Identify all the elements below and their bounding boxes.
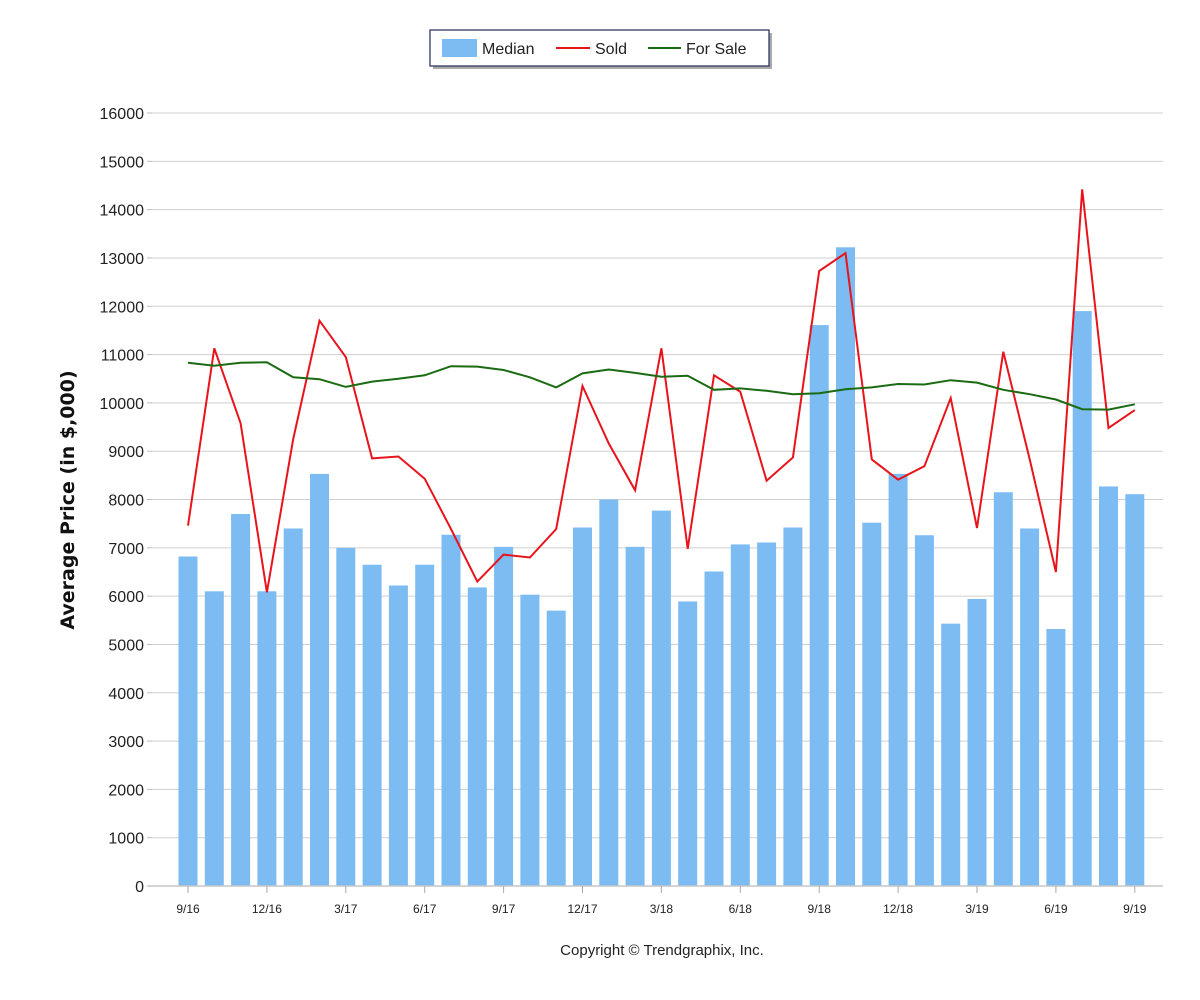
median-bars	[178, 247, 1145, 887]
median-bar	[757, 542, 777, 886]
median-bar	[1072, 311, 1092, 886]
y-tick-label: 9000	[108, 444, 144, 461]
median-bar	[914, 535, 934, 886]
x-tick-label: 3/17	[334, 902, 358, 916]
y-tick-label: 0	[135, 879, 144, 896]
x-axis-ticks: 9/16 12/16 3/17 6/17 9/17 12/17 3/18 6/18 9/18 12…	[176, 886, 1147, 916]
y-tick-label: 6000	[108, 589, 144, 606]
median-bar	[362, 564, 382, 886]
legend: Median Sold For Sale	[429, 29, 772, 69]
y-tick-label: 7000	[108, 541, 144, 558]
y-tick-label: 5000	[108, 637, 144, 654]
median-bar	[204, 591, 224, 886]
sold-line	[187, 189, 1136, 593]
y-tick-label: 2000	[108, 782, 144, 799]
x-tick-label: 6/19	[1044, 902, 1068, 916]
median-bar	[283, 528, 303, 886]
median-bar	[730, 544, 750, 886]
legend-swatch-median	[442, 39, 477, 57]
median-bar	[494, 546, 514, 886]
y-tick-label: 3000	[108, 734, 144, 751]
median-bar	[1125, 494, 1145, 886]
legend-label-sold: Sold	[595, 41, 627, 58]
x-tick-label: 12/18	[883, 902, 913, 916]
median-bar	[599, 499, 619, 886]
for-sale-line	[187, 361, 1135, 411]
copyright-text: Copyright © Trendgraphix, Inc.	[560, 942, 764, 959]
y-tick-label: 16000	[100, 106, 145, 123]
y-tick-label: 8000	[108, 493, 144, 510]
x-tick-label: 3/19	[965, 902, 989, 916]
median-bar	[546, 610, 566, 886]
x-tick-label: 6/18	[729, 902, 753, 916]
median-bar	[941, 623, 961, 886]
y-tick-label: 14000	[100, 203, 145, 220]
median-bar	[967, 599, 987, 886]
median-bar	[809, 325, 829, 886]
median-bar	[310, 473, 329, 886]
median-bar	[388, 585, 408, 886]
median-bar	[651, 510, 671, 886]
median-bar	[836, 247, 855, 887]
median-bar	[704, 571, 724, 886]
y-tick-label: 12000	[100, 299, 145, 316]
median-bar	[441, 534, 461, 886]
y-tick-label: 15000	[100, 154, 145, 171]
x-tick-label: 12/17	[567, 902, 597, 916]
legend-box	[429, 29, 770, 67]
median-bar	[993, 492, 1013, 886]
y-axis-label: Average Price (in $,000)	[57, 370, 79, 629]
median-bar	[231, 513, 251, 886]
median-bar	[862, 522, 882, 886]
series-lines	[187, 189, 1136, 593]
median-bar	[415, 564, 435, 886]
median-bar	[625, 546, 645, 886]
x-tick-label: 9/16	[176, 902, 200, 916]
legend-label-median: Median	[482, 41, 534, 58]
y-tick-label: 4000	[108, 686, 144, 703]
median-bar	[783, 527, 803, 886]
y-tick-label: 10000	[100, 396, 145, 413]
legend-label-for-sale: For Sale	[686, 41, 747, 58]
x-tick-label: 3/18	[650, 902, 674, 916]
median-bar	[1046, 628, 1066, 886]
x-tick-label: 9/17	[492, 902, 516, 916]
y-axis-ticks: 0 1000 2000 3000 4000 5000 6000 7000 8000 9000 100…	[100, 106, 152, 896]
median-bar	[1020, 528, 1040, 886]
median-bar	[467, 587, 487, 886]
median-bar	[678, 601, 698, 886]
x-tick-label: 9/19	[1123, 902, 1147, 916]
median-bar	[1099, 486, 1118, 886]
median-bar	[336, 547, 356, 886]
x-tick-label: 12/16	[252, 902, 282, 916]
median-bar	[178, 556, 198, 886]
median-bar	[520, 594, 540, 886]
y-tick-label: 1000	[108, 831, 144, 848]
x-tick-label: 6/17	[413, 902, 437, 916]
median-bar	[257, 591, 277, 886]
x-tick-label: 9/18	[808, 902, 832, 916]
y-tick-label: 13000	[100, 251, 145, 268]
y-tick-label: 11000	[101, 348, 144, 365]
median-bar	[573, 527, 592, 886]
median-bar	[888, 473, 908, 886]
